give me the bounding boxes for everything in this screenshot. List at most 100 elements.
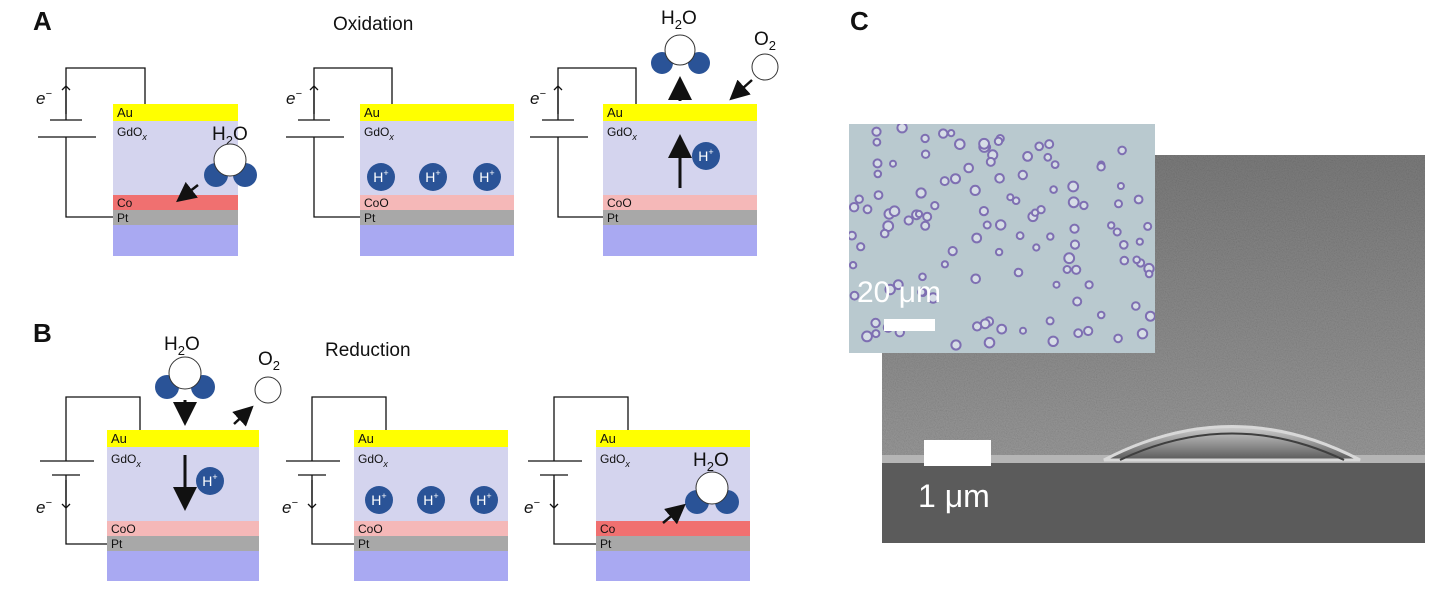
label-metal: Co [117,196,133,210]
micro-dot [963,162,974,174]
micro-dot [995,219,1007,231]
svg-text:CoO: CoO [607,196,632,210]
micro-dot [1069,223,1080,234]
svg-text:Au: Au [358,431,374,446]
label-au: Au [117,105,133,120]
scale-bar-main [924,440,991,466]
svg-text:e−: e− [286,88,302,108]
micro-dot [1112,227,1122,237]
svg-text:GdOx: GdOx [364,125,394,142]
micro-dot [1072,296,1083,307]
micro-dot [849,230,857,241]
svg-text:H+: H+ [202,472,217,489]
micro-dot [1119,240,1129,250]
micro-dot [1052,280,1061,289]
micro-dot [1117,145,1127,156]
oxygen-molecule [751,53,779,81]
micro-dot [873,169,883,179]
micro-dot [1131,301,1141,311]
micro-dot [947,129,956,138]
svg-text:H2O: H2O [212,124,248,148]
proton-ion: H+ [417,486,445,514]
micro-dot [920,220,931,231]
micro-dot [1116,182,1125,190]
proton-ion: H+ [470,486,498,514]
micro-dot [1143,221,1153,231]
micro-dot [922,211,933,222]
micro-dot [1071,264,1082,275]
micro-dot [920,133,930,144]
micro-dot [1107,221,1116,230]
cell-b3: Au GdOx Co Pt e− H2O [524,396,750,581]
micro-dot [1050,160,1060,169]
micro-dot [1044,139,1055,150]
svg-text:O2: O2 [754,29,776,53]
micro-dot [896,124,908,134]
micro-dot [871,329,881,339]
micro-dot [940,260,950,269]
micro-dot [1006,193,1015,202]
micro-dot [994,173,1005,184]
micro-dot [918,272,927,282]
micro-dot [1047,335,1059,348]
micro-dot [1062,265,1072,274]
cell-a1: Au GdOx Co Pt e− H2O [36,67,257,256]
svg-text:Co: Co [600,522,616,536]
micro-dot [917,287,927,297]
dome-structure [1103,425,1361,462]
micro-dot [849,290,860,301]
schematic-diagram: Au GdOx Co Pt e− H2O Au GdOx CoO Pt [36,8,779,581]
svg-text:Au: Au [600,431,616,446]
svg-text:e−: e− [36,88,52,108]
micro-dot [1045,316,1055,326]
svg-text:GdOx: GdOx [607,125,637,142]
micro-dot [994,247,1004,257]
svg-text:O2: O2 [258,349,280,373]
cell-b2: Au GdOx CoO Pt e− H+ H+ H+ [282,396,508,581]
micro-dot [1144,269,1154,279]
svg-text:GdOx: GdOx [117,125,147,142]
micro-dot [1067,180,1080,193]
micro-dot [1083,325,1094,337]
micro-dot [1022,151,1034,162]
svg-text:Au: Au [364,105,380,120]
micro-dot [1046,232,1055,241]
micro-dot [985,156,996,167]
svg-text:H2O: H2O [693,450,729,474]
proton-ion: H+ [692,142,720,170]
micro-dot [969,184,981,197]
svg-text:CoO: CoO [364,196,389,210]
svg-text:H+: H+ [373,168,388,185]
micro-dot [978,206,989,217]
proton-ion: H+ [419,163,447,191]
micro-dot [920,149,931,159]
micro-dot [1043,152,1053,162]
micro-dot [870,317,881,329]
micro-dot [873,190,884,200]
micro-dot [950,339,962,351]
micro-dot [996,323,1008,335]
micro-dot [1069,239,1081,250]
micro-dot [1011,196,1021,205]
label-o2: O [754,29,769,50]
svg-text:H+: H+ [476,491,491,508]
proton-ion: H+ [473,163,501,191]
label-oxide-sub: x [141,132,147,142]
svg-text:GdOx: GdOx [111,452,141,469]
micro-dot [1084,280,1094,290]
micro-dot [888,205,901,217]
cell-b1: Au GdOx CoO Pt e− H2O O2 H+ [36,334,282,581]
oxidation-title: Oxidation [333,14,414,35]
svg-text:e−: e− [524,497,540,517]
svg-text:Co: Co [117,196,133,210]
micro-dot [862,204,873,215]
svg-text:Pt: Pt [607,211,619,225]
micro-dot [982,220,992,230]
svg-text:e−: e− [530,88,546,108]
panel-letter-c: C [850,6,869,36]
micro-dot [1067,196,1080,209]
substrate-layer [113,225,238,256]
panel-letter-a: A [33,6,52,36]
metal-layer [113,195,238,210]
micro-dot [927,292,939,304]
